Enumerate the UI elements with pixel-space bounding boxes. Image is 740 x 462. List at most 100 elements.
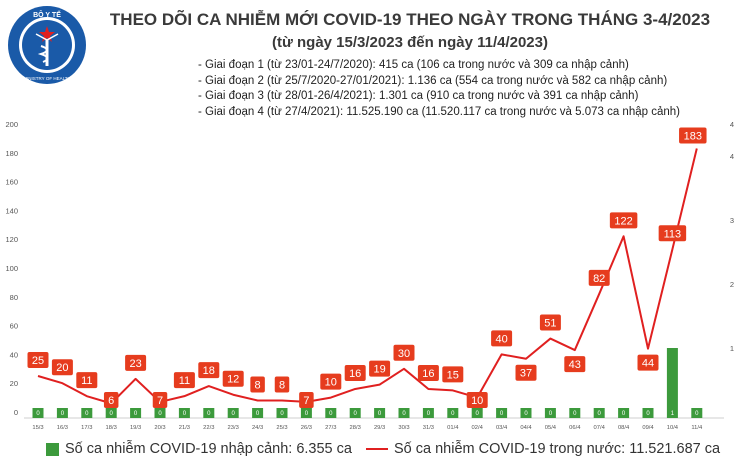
x-tick-label: 26/3 <box>301 425 312 431</box>
line-value-box <box>51 359 73 376</box>
line-value-box <box>369 360 391 377</box>
line-value-box <box>27 352 49 368</box>
bar-value-label: 0 <box>598 411 602 417</box>
x-tick-label: 08/4 <box>618 425 630 431</box>
bar-value-label: 0 <box>207 411 211 417</box>
line-value-box <box>679 127 707 144</box>
line-value-box <box>491 330 513 347</box>
chart-subtitle: (từ ngày 15/3/2023 đến ngày 11/4/2023) <box>271 34 548 51</box>
line-value-label: 16 <box>349 368 361 380</box>
legend-domestic-label: Số ca nhiễm COVID-19 trong nước: 11.521.… <box>394 441 721 457</box>
line-value-label: 122 <box>614 215 632 227</box>
bar-value-label: 0 <box>183 411 187 417</box>
bar-value-label: 0 <box>305 411 309 417</box>
line-value-box <box>274 376 290 393</box>
line-value-label: 7 <box>157 395 163 407</box>
y-left-tick-label: 160 <box>5 178 18 187</box>
bar-imported <box>374 408 386 418</box>
line-value-label: 10 <box>471 395 483 407</box>
line-value-label: 11 <box>179 375 190 387</box>
legend-bar-swatch <box>46 442 59 456</box>
bar-imported <box>666 348 678 418</box>
bar-imported <box>178 408 190 418</box>
x-tick-label: 16/3 <box>57 425 68 431</box>
y-right-tick-label: 1 <box>730 344 734 353</box>
line-value-label: 43 <box>569 359 581 371</box>
bar-imported <box>422 408 434 418</box>
line-value-box <box>609 212 638 229</box>
x-tick-label: 07/4 <box>594 425 606 431</box>
line-value-label: 8 <box>255 379 261 391</box>
line-value-label: 183 <box>684 130 702 142</box>
bar-imported <box>447 408 459 418</box>
line-value-box <box>173 372 195 389</box>
bar-value-label: 0 <box>500 411 504 417</box>
line-value-label: 40 <box>495 333 507 345</box>
line-value-box <box>320 373 342 390</box>
bar-imported <box>81 408 93 418</box>
bar-imported <box>520 408 532 418</box>
y-left-tick-label: 20 <box>10 379 18 388</box>
ministry-of-health-logo: BỘ Y TẾ MINISTRY OF HEALTH <box>8 6 86 84</box>
line-value-box <box>393 344 415 361</box>
bar-value-label: 0 <box>280 411 284 417</box>
bar-value-label: 0 <box>256 411 260 417</box>
phase-note-3: - Giai đoạn 3 (từ 28/01-26/4/2021): 1.30… <box>198 90 639 102</box>
line-value-box <box>344 364 366 381</box>
bar-imported <box>227 408 239 418</box>
line-value-label: 30 <box>398 348 410 360</box>
line-value-label: 6 <box>108 395 114 407</box>
x-tick-label: 11/4 <box>691 425 703 431</box>
bar-value-label: 0 <box>110 411 114 417</box>
x-tick-label: 19/3 <box>130 425 141 431</box>
line-value-label: 7 <box>303 395 309 407</box>
x-tick-label: 18/3 <box>106 425 117 431</box>
y-right-tick-label: 3 <box>730 216 734 225</box>
line-value-box <box>250 376 265 393</box>
bar-value-label: 0 <box>134 411 138 417</box>
bar-value-label: 0 <box>378 411 382 417</box>
x-tick-label: 06/4 <box>569 425 581 431</box>
line-value-label: 11 <box>81 375 92 387</box>
y-left-tick-label: 60 <box>10 322 18 331</box>
line-value-box <box>588 269 610 286</box>
bar-value-label: 0 <box>354 411 358 417</box>
bar-imported <box>32 408 44 418</box>
line-value-label: 19 <box>373 364 385 376</box>
line-value-box <box>76 372 98 389</box>
bar-imported <box>569 408 581 418</box>
bar-value-label: 0 <box>158 411 162 417</box>
line-value-label: 37 <box>520 368 532 380</box>
line-value-box <box>299 392 314 408</box>
bar-imported <box>398 408 410 418</box>
y-left-tick-label: 200 <box>5 120 18 129</box>
line-value-box <box>466 392 488 408</box>
bar-value-label: 0 <box>427 411 431 417</box>
bar-value-label: 1 <box>671 411 675 417</box>
bar-value-label: 0 <box>232 411 236 417</box>
bar-value-label: 0 <box>85 411 89 417</box>
line-value-label: 51 <box>544 318 556 330</box>
y-left-tick-label: 180 <box>5 149 18 158</box>
bar-imported <box>642 408 654 418</box>
bar-value-label: 0 <box>695 411 699 417</box>
phase-note-2: - Giai đoạn 2 (từ 25/7/2020-27/01/2021):… <box>198 74 668 87</box>
bar-imported <box>154 408 166 418</box>
legend-imported-label: Số ca nhiễm COVID-19 nhập cảnh: 6.355 ca <box>65 441 352 457</box>
bar-imported <box>325 408 337 418</box>
bar-value-label: 0 <box>36 411 40 417</box>
x-tick-label: 21/3 <box>179 425 190 431</box>
bar-value-label: 0 <box>451 411 455 417</box>
x-tick-label: 23/3 <box>228 425 239 431</box>
bar-imported <box>496 408 508 418</box>
line-value-label: 25 <box>32 355 44 367</box>
y-left-tick-label: 100 <box>5 264 18 273</box>
x-tick-label: 15/3 <box>32 425 43 431</box>
line-value-box <box>198 362 220 379</box>
y-left-tick-label: 0 <box>14 408 18 417</box>
bar-value-label: 0 <box>573 411 577 417</box>
bar-imported <box>618 408 630 418</box>
x-tick-label: 25/3 <box>276 425 287 431</box>
legend-line-swatch <box>366 448 388 450</box>
